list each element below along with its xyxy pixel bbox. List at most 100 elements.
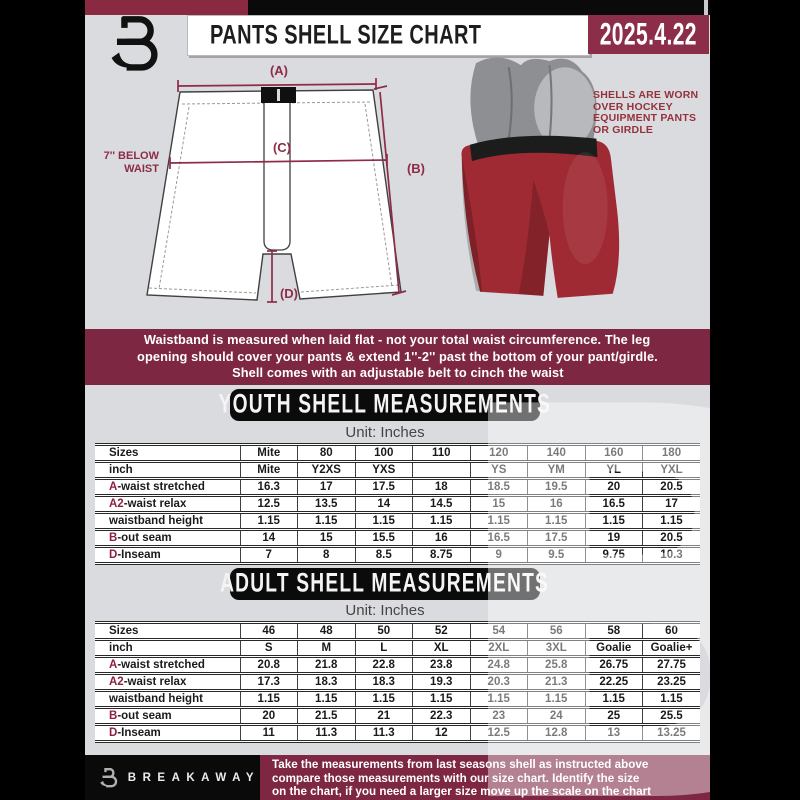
size-cell: 19.3 xyxy=(412,673,470,692)
size-cell: 1.15 xyxy=(412,512,470,531)
shell-measurement-diagram: (A) (C) (B) (D) 7'' BELOW WAIST xyxy=(104,63,425,303)
size-cell: 21.5 xyxy=(297,707,355,726)
footer-instructions: Take the measurements from last seasons … xyxy=(260,755,710,800)
date-badge: 2025.4.22 xyxy=(588,15,709,54)
size-cell: 1.15 xyxy=(239,690,298,709)
size-cell: 1.15 xyxy=(527,690,585,709)
shell-waistband xyxy=(469,135,598,162)
size-cell: 20.8 xyxy=(239,656,298,675)
size-cell: 27.75 xyxy=(642,656,700,675)
size-cell: 21.3 xyxy=(527,673,585,692)
size-cell: 18 xyxy=(412,478,470,497)
size-cell: 15.5 xyxy=(354,529,413,548)
measure-label-b: (B) xyxy=(407,161,425,176)
size-cell: 18.5 xyxy=(469,478,528,497)
size-cell: 110 xyxy=(412,444,470,463)
size-cell: 1.15 xyxy=(354,512,413,531)
row-label: waistband height xyxy=(95,512,240,531)
size-cell: 22.25 xyxy=(584,673,643,692)
table-row: A2-waist relax 17.3 18.3 18.3 19.3 20.3 21.3 22… xyxy=(95,673,700,692)
size-cell: 20.3 xyxy=(469,673,528,692)
size-cell: 1.15 xyxy=(412,690,470,709)
table-row: B-out seam 20 21.5 21 22.3 23 24 25 25.5 xyxy=(95,707,700,726)
measure-line-b xyxy=(379,91,400,293)
table-row: Sizes Mite 80 100 110 120 140 160 180 xyxy=(95,444,700,463)
size-cell: S xyxy=(239,639,298,658)
row-label: inch xyxy=(95,639,240,658)
size-cell: YXS xyxy=(354,461,413,480)
size-cell: 16.5 xyxy=(469,529,528,548)
size-cell: 18.3 xyxy=(354,673,413,692)
size-cell: 16 xyxy=(412,529,470,548)
size-cell: 9.5 xyxy=(527,546,585,565)
measure-label-c: (C) xyxy=(273,140,291,155)
banner-line: Shell comes with an adjustable belt to c… xyxy=(231,365,564,381)
size-cell: 80 xyxy=(297,444,355,463)
size-cell: Goalie xyxy=(584,639,643,658)
size-cell: 1.15 xyxy=(527,512,585,531)
size-cell: 13.5 xyxy=(297,495,355,514)
banner-line: Waistband is measured when laid flat - n… xyxy=(144,332,651,348)
size-cell: 16.3 xyxy=(239,478,298,497)
size-cell: 23 xyxy=(469,707,528,726)
adult-size-table: Sizes 46 48 50 52 54 56 58 60 inch S M L XL 2XL 3XL Goal… xyxy=(95,621,700,743)
row-label: A2-waist relax xyxy=(95,673,240,692)
size-cell: 26.75 xyxy=(584,656,643,675)
size-cell: M xyxy=(297,639,355,658)
size-cell: 15 xyxy=(469,495,528,514)
size-cell: 100 xyxy=(354,444,413,463)
size-cell: 1.15 xyxy=(642,690,700,709)
row-label: Sizes xyxy=(95,444,240,463)
date-text: 2025.4.22 xyxy=(599,16,698,52)
size-cell: 2XL xyxy=(469,639,528,658)
size-cell: 180 xyxy=(642,444,700,463)
banner-line: opening should cover your pants & extend… xyxy=(137,348,658,364)
size-cell: 14 xyxy=(354,495,413,514)
top-decorative-strip xyxy=(85,0,710,15)
row-label: waistband height xyxy=(95,690,240,709)
footer-line: Take the measurements from last seasons … xyxy=(272,757,649,771)
size-cell: YS xyxy=(469,461,528,480)
size-cell: 52 xyxy=(412,622,470,641)
size-cell: 25.5 xyxy=(642,707,700,726)
size-cell: 54 xyxy=(469,622,528,641)
size-cell: 17 xyxy=(297,478,355,497)
measure-label-d: (D) xyxy=(280,286,298,301)
breakaway-footer-logo-icon xyxy=(100,767,118,787)
size-cell: 1.15 xyxy=(642,512,700,531)
footer-line: compare those measurements with our size… xyxy=(272,770,640,785)
top-strip-gray-sliver xyxy=(704,0,708,15)
page-title: PANTS SHELL SIZE CHART xyxy=(210,19,482,51)
size-cell: 1.15 xyxy=(354,690,413,709)
table-row: D-Inseam 7 8 8.5 8.75 9 9.5 9.75 10.3 xyxy=(95,546,700,565)
size-cell: 48 xyxy=(297,622,355,641)
shell-body xyxy=(461,140,620,298)
youth-unit-label: Unit: Inches xyxy=(345,424,425,441)
footer-brand-block: BREAKAWAY xyxy=(85,755,260,800)
row-label: A-waist stretched xyxy=(95,478,240,497)
row-label: D-Inseam xyxy=(95,724,240,743)
size-cell: 19.5 xyxy=(527,478,585,497)
table-row: A2-waist relax 12.5 13.5 14 14.5 15 16 16.5 17 xyxy=(95,495,700,514)
size-cell: 1.15 xyxy=(297,690,355,709)
table-row: D-Inseam 11 11.3 11.3 12 12.5 12.8 13 13.25 xyxy=(95,724,700,743)
size-cell: 15 xyxy=(297,529,355,548)
measure-line-c xyxy=(169,159,388,164)
table-row: inch S M L XL 2XL 3XL Goalie Goalie+ xyxy=(95,639,700,658)
size-cell: 46 xyxy=(239,622,298,641)
size-cell: 8 xyxy=(297,546,355,565)
size-cell: 18.3 xyxy=(297,673,355,692)
size-cell: 17.5 xyxy=(527,529,585,548)
size-cell: 9.75 xyxy=(584,546,643,565)
size-cell: 9 xyxy=(469,546,528,565)
size-cell: 140 xyxy=(527,444,585,463)
table-row: waistband height 1.15 1.15 1.15 1.15 1.15 1.15… xyxy=(95,690,700,709)
seam-dashed-lines xyxy=(148,101,400,294)
size-cell: 58 xyxy=(584,622,643,641)
table-row: B-out seam 14 15 15.5 16 16.5 17.5 19 20.5 xyxy=(95,529,700,548)
size-cell: 7 xyxy=(239,546,298,565)
size-cell: Y2XS xyxy=(297,461,355,480)
size-cell: Mite xyxy=(239,444,298,463)
top-strip-maroon-block xyxy=(85,0,248,15)
size-cell: 12.8 xyxy=(527,724,585,743)
